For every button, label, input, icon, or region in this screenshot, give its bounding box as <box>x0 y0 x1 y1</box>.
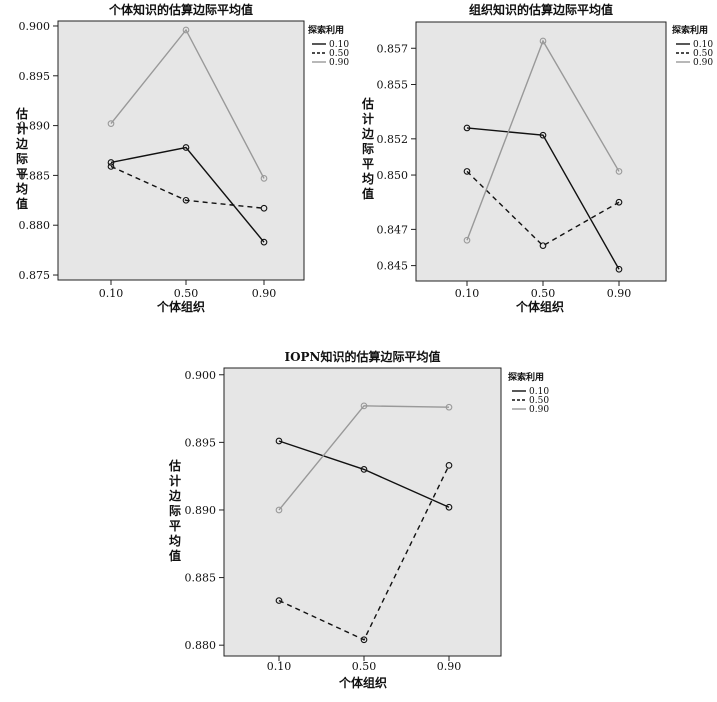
data-point-0.90-0.90 <box>615 168 623 175</box>
series-line-0.90 <box>110 28 265 179</box>
y-tick-label: 0.845 <box>377 260 409 273</box>
legend-label-0.90: 0.90 <box>329 58 349 68</box>
legend: 探索利用 0.100.500.90 <box>672 24 713 68</box>
data-point-0.10-0.50 <box>539 131 547 139</box>
y-tick-label: 0.890 <box>19 120 51 133</box>
data-point-0.90-0.90 <box>260 175 268 182</box>
legend-title: 探索利用 <box>508 371 544 383</box>
y-axis-label: 估计边际平均值 <box>168 458 182 563</box>
data-point-0.10-0.90 <box>260 238 268 246</box>
data-point-0.90-0.10 <box>463 236 471 244</box>
data-point-0.90-0.10 <box>107 120 115 127</box>
y-tick-label: 0.880 <box>185 639 217 652</box>
y-tick-label: 0.885 <box>185 572 217 585</box>
data-point-0.10-0.90 <box>445 503 453 511</box>
y-tick-label: 0.880 <box>19 219 51 232</box>
chart-panel-1: 个体知识的估算边际平均值 0.875 0.880 0.885 0.890 0.895 0.9… <box>15 2 349 314</box>
y-tick-label: 0.852 <box>377 133 409 146</box>
data-point-0.50-0.50 <box>360 636 368 644</box>
x-tick-label: 0.50 <box>352 660 377 673</box>
chart-panel-2: 组织知识的估算边际平均值 0.845 0.847 0.850 0.852 0.855 0.8… <box>361 2 713 314</box>
data-point-0.50-0.90 <box>260 204 268 212</box>
data-point-0.50-0.90 <box>615 198 623 206</box>
y-tick-label: 0.895 <box>19 70 51 83</box>
data-point-0.10-0.50 <box>182 144 190 151</box>
series-line-0.50 <box>466 170 620 247</box>
x-axis-label: 个体组织 <box>338 675 387 690</box>
legend-label-0.10: 0.10 <box>329 40 349 50</box>
y-tick-label: 0.900 <box>19 20 51 33</box>
y-axis-label: 估计边际平均值 <box>15 106 29 211</box>
data-point-0.90-0.50 <box>360 402 368 410</box>
y-tick-label: 0.857 <box>377 42 409 55</box>
y-tick-label: 0.890 <box>185 504 217 517</box>
series-line-0.10 <box>278 440 450 508</box>
data-point-0.50-0.90 <box>445 462 453 469</box>
x-tick-label: 0.90 <box>252 287 277 300</box>
y-tick-label: 0.875 <box>19 269 51 282</box>
plot-area <box>415 21 667 282</box>
legend: 探索利用 0.100.500.90 <box>508 371 549 415</box>
data-point-0.90-0.50 <box>539 37 547 45</box>
series-line-0.10 <box>466 127 620 270</box>
data-point-0.90-0.10 <box>275 506 283 514</box>
x-axis-label: 个体组织 <box>156 299 205 314</box>
chart-title: IOPN知识的估算边际平均值 <box>284 349 440 364</box>
data-point-0.90-0.50 <box>182 26 190 34</box>
series-line-0.90 <box>466 39 620 241</box>
data-point-0.90-0.90 <box>445 403 453 411</box>
legend-label-0.10: 0.10 <box>529 387 549 397</box>
x-tick-label: 0.50 <box>174 287 199 300</box>
x-axis-label: 个体组织 <box>515 299 564 314</box>
legend-label-0.90: 0.90 <box>529 405 549 415</box>
x-tick-label: 0.10 <box>267 660 292 673</box>
data-point-0.50-0.10 <box>463 168 471 175</box>
legend-label-0.90: 0.90 <box>693 58 713 68</box>
chart-title: 个体知识的估算边际平均值 <box>108 2 253 17</box>
data-point-0.50-0.50 <box>539 242 547 250</box>
legend-title: 探索利用 <box>308 24 344 36</box>
data-point-0.10-0.50 <box>360 466 368 473</box>
data-point-0.10-0.10 <box>107 159 115 166</box>
data-point-0.10-0.10 <box>463 124 471 132</box>
legend-label-0.50: 0.50 <box>693 49 713 59</box>
x-tick-label: 0.90 <box>607 287 632 300</box>
legend-title: 探索利用 <box>672 24 708 36</box>
y-tick-label: 0.900 <box>185 369 217 382</box>
data-point-0.10-0.10 <box>275 437 283 445</box>
y-tick-label: 0.885 <box>19 169 51 182</box>
series-line-0.10 <box>110 146 265 243</box>
y-tick-label: 0.855 <box>377 78 409 91</box>
y-tick-label: 0.850 <box>377 169 409 182</box>
data-point-0.10-0.90 <box>615 265 623 273</box>
y-tick-label: 0.895 <box>185 436 217 449</box>
data-point-0.50-0.10 <box>275 597 283 604</box>
series-line-0.90 <box>278 405 450 511</box>
legend-label-0.50: 0.50 <box>329 49 349 59</box>
y-axis-label: 估计边际平均值 <box>361 96 375 201</box>
plot-area <box>57 20 305 281</box>
legend: 探索利用 0.100.500.90 <box>308 24 349 68</box>
plot-area <box>223 367 502 657</box>
x-tick-label: 0.10 <box>99 287 124 300</box>
data-point-0.50-0.10 <box>107 163 115 170</box>
x-tick-label: 0.10 <box>455 287 480 300</box>
data-point-0.50-0.50 <box>182 196 190 204</box>
x-tick-label: 0.50 <box>531 287 556 300</box>
chart-panel-3: IOPN知识的估算边际平均值 0.880 0.885 0.890 0.895 0.900 0… <box>168 349 549 690</box>
legend-label-0.10: 0.10 <box>693 40 713 50</box>
y-tick-label: 0.847 <box>377 223 409 236</box>
series-line-0.50 <box>278 465 450 641</box>
series-line-0.50 <box>110 165 265 209</box>
x-tick-label: 0.90 <box>437 660 462 673</box>
legend-label-0.50: 0.50 <box>529 396 549 406</box>
chart-title: 组织知识的估算边际平均值 <box>469 2 613 17</box>
